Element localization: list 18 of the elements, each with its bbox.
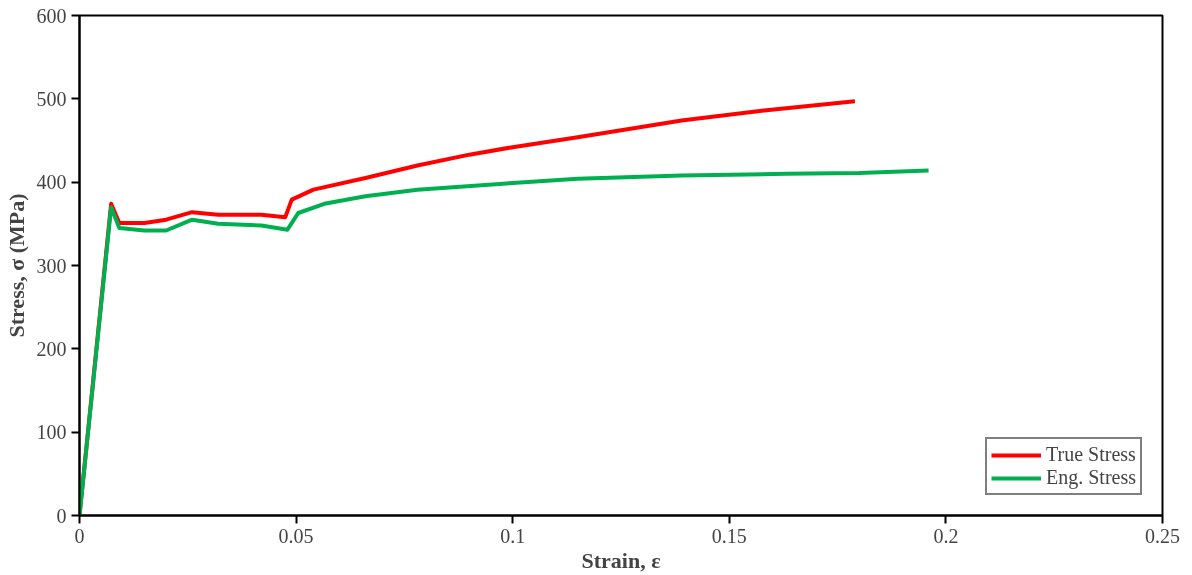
y-tick-label: 300 bbox=[36, 254, 67, 277]
x-tick-label: 0.25 bbox=[1145, 524, 1180, 547]
x-axis-title: Strain, ε bbox=[581, 547, 661, 573]
y-tick-label: 600 bbox=[36, 4, 67, 27]
x-tick-label: 0.15 bbox=[711, 524, 747, 547]
legend-label: True Stress bbox=[1046, 443, 1136, 466]
x-tick-label: 0.05 bbox=[278, 524, 314, 547]
y-tick-label: 0 bbox=[56, 504, 67, 527]
y-tick-label: 100 bbox=[36, 421, 67, 444]
line-series bbox=[79, 168, 931, 516]
x-tick-label: 0 bbox=[74, 524, 85, 547]
x-tick-label: 0.2 bbox=[933, 524, 959, 547]
legend-label: Eng. Stress bbox=[1046, 466, 1136, 489]
y-tick-label: 500 bbox=[36, 87, 67, 110]
y-axis-title: Stress, σ (MPa) bbox=[3, 193, 29, 338]
y-tick-label: 400 bbox=[36, 171, 67, 194]
y-tick-label: 200 bbox=[36, 337, 67, 360]
x-tick-label: 0.1 bbox=[500, 524, 526, 547]
